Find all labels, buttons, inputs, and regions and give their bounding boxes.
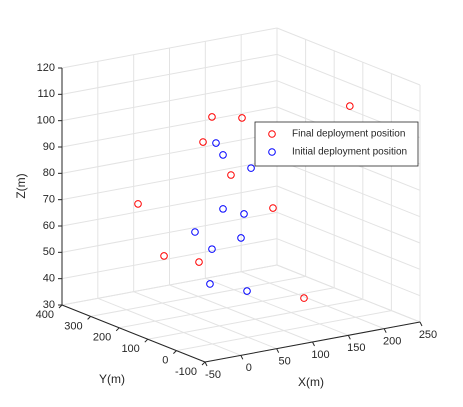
z-tick-label: 60	[43, 220, 55, 232]
legend-label: Initial deployment position	[292, 147, 407, 158]
grid-line	[97, 297, 242, 356]
z-tick-label: 100	[37, 115, 55, 127]
point	[199, 138, 207, 146]
y-axis-label: Y(m)	[99, 372, 125, 386]
grid-line	[276, 185, 421, 244]
z-tick-label: 40	[43, 273, 55, 285]
grid-line	[276, 159, 421, 218]
y-tick-label: 100	[121, 343, 139, 355]
x-tick-label: 50	[279, 356, 291, 368]
point	[269, 204, 277, 212]
point	[160, 252, 168, 260]
x-tick	[312, 341, 315, 347]
z-tick-label: 90	[43, 141, 55, 153]
grid-line	[276, 238, 421, 297]
grid-line	[61, 132, 278, 174]
y-tick	[144, 338, 149, 343]
grid-line	[205, 277, 349, 336]
x-tick-label: 250	[419, 329, 437, 341]
grid-line	[61, 264, 278, 306]
x-tick-label: 200	[383, 336, 401, 348]
y-tick	[115, 327, 120, 332]
y-tick	[173, 350, 177, 354]
point	[243, 287, 251, 295]
y-tick-label: 400	[36, 309, 54, 321]
z-tick-label: 120	[37, 62, 55, 74]
point	[238, 114, 246, 122]
x-tick	[276, 348, 280, 353]
legend-box	[254, 121, 419, 167]
point	[191, 228, 199, 236]
x-tick	[240, 355, 244, 360]
legend-marker	[268, 130, 276, 138]
point	[240, 210, 248, 218]
grid-line	[169, 284, 313, 343]
grid-line	[276, 264, 421, 323]
x-tick-label: -50	[205, 369, 221, 381]
grid-line	[90, 275, 306, 317]
x-tick	[419, 321, 423, 327]
grid-line	[240, 271, 385, 330]
z-tick-label: 80	[43, 167, 55, 179]
grid-line	[176, 310, 392, 352]
y-tick	[201, 361, 206, 366]
grid-line	[61, 106, 278, 148]
point	[212, 139, 220, 147]
grid-line	[276, 53, 421, 112]
point	[219, 205, 227, 213]
x-tick-label: 150	[347, 342, 365, 354]
z-tick-label: 50	[43, 246, 55, 258]
point	[237, 234, 245, 242]
x-axis-label: X(m)	[298, 375, 324, 389]
point	[300, 294, 308, 302]
z-axis-label: Z(m)	[14, 173, 28, 198]
point	[208, 113, 216, 121]
point	[134, 200, 142, 208]
grid-line	[61, 238, 278, 280]
z-tick-label: 70	[43, 194, 55, 206]
y-tick	[87, 316, 91, 320]
point	[227, 171, 235, 179]
legend-label: Final deployment position	[292, 129, 405, 140]
grid-line	[147, 298, 363, 340]
y-tick-label: -100	[175, 366, 197, 378]
x-tick	[383, 328, 387, 333]
grid-line	[133, 291, 277, 350]
y-tick-label: 300	[64, 320, 82, 332]
y-tick-label: 0	[162, 355, 168, 367]
grid-line	[61, 53, 278, 95]
point	[219, 151, 227, 159]
point	[206, 280, 214, 288]
legend-marker	[268, 148, 276, 156]
grid-line	[61, 211, 278, 253]
grid-line	[276, 27, 421, 86]
grid-line	[276, 211, 421, 270]
grid-line	[61, 80, 278, 122]
z-tick-label: 30	[43, 299, 55, 311]
grid-line	[61, 27, 278, 69]
grid-line	[61, 185, 278, 227]
point	[195, 258, 203, 266]
x-tick-label: 0	[246, 362, 252, 374]
point	[208, 245, 216, 253]
x-tick	[204, 361, 208, 367]
y-axis-line	[61, 304, 206, 363]
grid-line	[61, 159, 278, 201]
x-tick	[347, 335, 351, 340]
point	[346, 102, 354, 110]
x-tick-label: 100	[311, 349, 329, 361]
grid-line	[119, 287, 335, 329]
z-tick-label: 110	[37, 88, 55, 100]
y-tick-label: 200	[93, 332, 111, 344]
point	[247, 164, 255, 172]
